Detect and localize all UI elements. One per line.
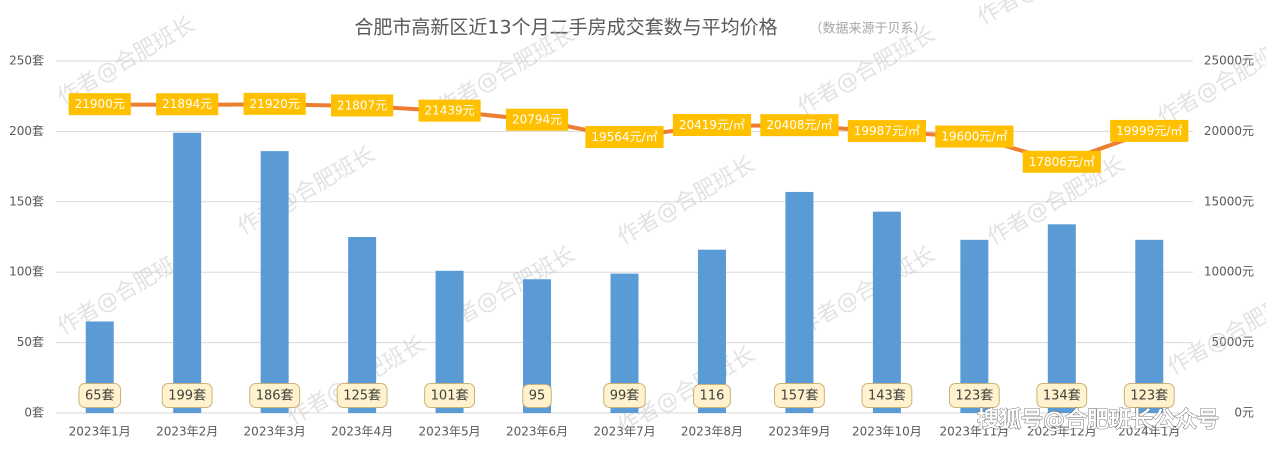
y2-tick-label: 25000元 — [1204, 54, 1254, 68]
x-tick-label: 2023年9月 — [768, 425, 830, 439]
x-tick-label: 2023年2月 — [156, 425, 218, 439]
line-value-label: 19987元/㎡ — [854, 124, 920, 138]
bar-value-label: 125套 — [343, 388, 381, 404]
line-label-box — [418, 99, 481, 122]
source-mark: 搜狐号@合肥班长公众号 — [977, 407, 1219, 433]
y-tick-label: 0套 — [24, 406, 44, 420]
x-tick-label: 2024年1月 — [1118, 425, 1180, 439]
bar — [872, 211, 901, 413]
bar-label-box — [78, 383, 122, 408]
bar-label-box — [522, 384, 552, 408]
line-value-label: 19564元/㎡ — [591, 130, 657, 144]
y-tick-label: 50套 — [17, 335, 44, 349]
line-label-box — [505, 108, 569, 131]
bar-label-box — [948, 383, 1000, 408]
bar-label-box — [1123, 383, 1175, 408]
x-tick-label: 2023年1月 — [69, 425, 131, 439]
bar-value-label: 116 — [700, 389, 725, 404]
y2-tick-label: 0元 — [1234, 406, 1254, 420]
chart-title: 合肥市高新区近13个月二手房成交套数与平均价格 — [354, 17, 777, 39]
x-tick-label: 2023年7月 — [593, 425, 655, 439]
line-value-label: 21894元 — [162, 97, 212, 111]
x-tick-label: 2023年5月 — [418, 425, 480, 439]
line-value-label: 20408元/㎡ — [766, 118, 832, 132]
line-label-box — [1022, 150, 1101, 173]
bar — [785, 191, 814, 413]
y2-tick-label: 15000元 — [1204, 194, 1254, 208]
bar-label-box — [249, 383, 301, 408]
line-value-label: 20794元 — [512, 113, 562, 127]
x-tick-label: 2023年4月 — [331, 425, 393, 439]
x-tick-label: 2023年3月 — [244, 425, 306, 439]
line-label-box — [68, 93, 131, 116]
line-value-label: 21439元 — [424, 104, 474, 118]
line-label-box — [672, 114, 752, 137]
chart-subtitle: （数据来源于贝系） — [809, 22, 926, 37]
x-tick-label: 2023年6月 — [506, 425, 568, 439]
bar-value-label: 134套 — [1043, 388, 1081, 404]
bar-value-label: 143套 — [868, 388, 906, 404]
bar — [260, 151, 289, 413]
bar-label-box — [693, 384, 731, 408]
bar-value-label: 157套 — [781, 388, 819, 404]
x-tick-label: 2023年8月 — [681, 425, 743, 439]
bar-value-label: 186套 — [256, 388, 294, 404]
y2-tick-label: 10000元 — [1204, 265, 1254, 279]
line-value-label: 19999元/㎡ — [1116, 124, 1182, 138]
line-value-label: 21807元 — [337, 98, 387, 112]
x-tick-label: 2023年10月 — [852, 425, 922, 439]
bar-label-box — [424, 383, 475, 408]
line-label-box — [760, 114, 839, 137]
bar-label-box — [336, 383, 388, 408]
bar-value-label: 199套 — [168, 388, 206, 404]
line-value-label: 21920元 — [250, 97, 300, 111]
line-value-label: 21900元 — [75, 97, 125, 111]
bar-label-box — [161, 383, 213, 408]
line-value-label: 17806元/㎡ — [1029, 155, 1095, 169]
line-label-box — [243, 92, 306, 115]
line-label-box — [156, 93, 219, 116]
y-tick-label: 200套 — [9, 124, 44, 138]
y-tick-label: 150套 — [9, 194, 44, 208]
x-tick-label: 2023年12月 — [1027, 425, 1097, 439]
bar-value-label: 123套 — [1130, 388, 1168, 404]
y2-tick-label: 5000元 — [1211, 335, 1254, 349]
y2-tick-label: 20000元 — [1204, 124, 1254, 138]
y-tick-label: 250套 — [9, 54, 44, 68]
x-tick-label: 2023年11月 — [939, 425, 1009, 439]
line-label-box — [585, 126, 664, 149]
bar — [173, 132, 202, 414]
bar-value-label: 123套 — [955, 388, 993, 404]
line-value-label: 20419元/㎡ — [679, 118, 745, 132]
line-label-box — [935, 125, 1014, 148]
line-label-box — [1110, 119, 1189, 142]
bar-value-label: 65套 — [85, 388, 115, 404]
line-value-label: 19600元/㎡ — [941, 130, 1007, 144]
bar-value-label: 101套 — [431, 388, 469, 404]
bar-label-box — [861, 383, 913, 408]
bar-label-box — [603, 383, 646, 408]
bar-value-label: 95 — [529, 389, 546, 404]
y-tick-label: 100套 — [9, 265, 44, 279]
line-label-box — [331, 94, 394, 117]
bar — [1047, 224, 1076, 413]
bar-value-label: 99套 — [610, 388, 640, 404]
bar-label-box — [1036, 383, 1088, 408]
bar-label-box — [774, 383, 825, 408]
line-label-box — [847, 120, 926, 143]
